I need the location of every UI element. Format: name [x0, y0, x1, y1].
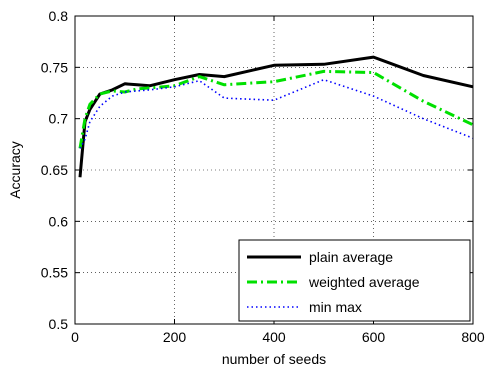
x-tick-label: 200: [163, 329, 187, 345]
series-line-plain-average: [78, 55, 474, 178]
legend-box: [238, 239, 471, 322]
legend: plain average weighted average min max: [238, 239, 471, 322]
x-axis-label: number of seeds: [222, 351, 326, 367]
x-tick-label: 800: [461, 329, 485, 345]
x-tick-label: 400: [262, 329, 286, 345]
series-lines: [78, 55, 474, 178]
legend-label: plain average: [309, 249, 393, 265]
plot-frame: [74, 15, 474, 325]
series-line-min-max: [79, 78, 474, 149]
y-tick-label: 0.7: [49, 111, 69, 127]
y-tick-label: 0.65: [41, 162, 68, 178]
x-tick-label: 600: [362, 329, 386, 345]
y-tick-label: 0.5: [49, 316, 69, 332]
series-line-weighted-average: [78, 69, 474, 149]
x-tick-label: 0: [71, 329, 79, 345]
y-tick-label: 0.55: [41, 265, 68, 281]
y-axis-label: Accuracy: [7, 141, 23, 199]
legend-label: min max: [309, 299, 362, 315]
y-tick-label: 0.6: [49, 213, 69, 229]
y-tick-label: 0.8: [49, 8, 69, 24]
legend-label: weighted average: [308, 274, 420, 290]
y-tick-label: 0.75: [41, 59, 68, 75]
